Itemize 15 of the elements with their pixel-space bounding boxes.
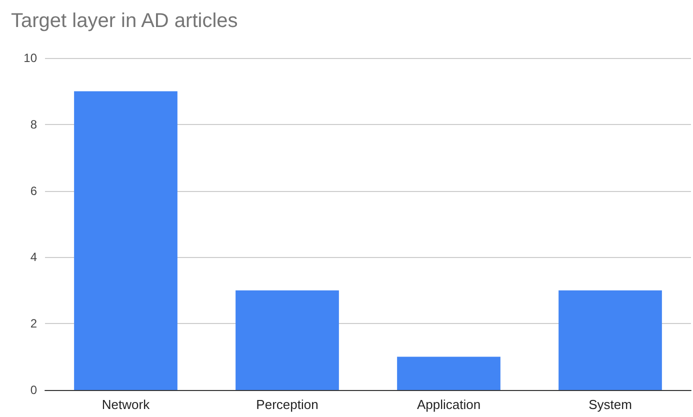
y-tick-label: 4 (30, 250, 38, 264)
x-tick-label: Application (416, 397, 481, 412)
chart-title: Target layer in AD articles (11, 10, 238, 32)
bar (74, 91, 178, 390)
y-tick-label: 8 (30, 117, 38, 132)
bar (397, 356, 500, 390)
y-tick-label: 6 (30, 184, 38, 198)
y-tick-label: 0 (30, 383, 38, 397)
y-tick-label: 10 (24, 51, 38, 65)
y-tick-label: 2 (30, 316, 38, 331)
x-tick-label: System (588, 397, 632, 412)
bar (236, 290, 339, 390)
bar (558, 290, 662, 390)
x-tick-label: Perception (256, 397, 318, 412)
x-tick-label: Network (102, 397, 150, 412)
